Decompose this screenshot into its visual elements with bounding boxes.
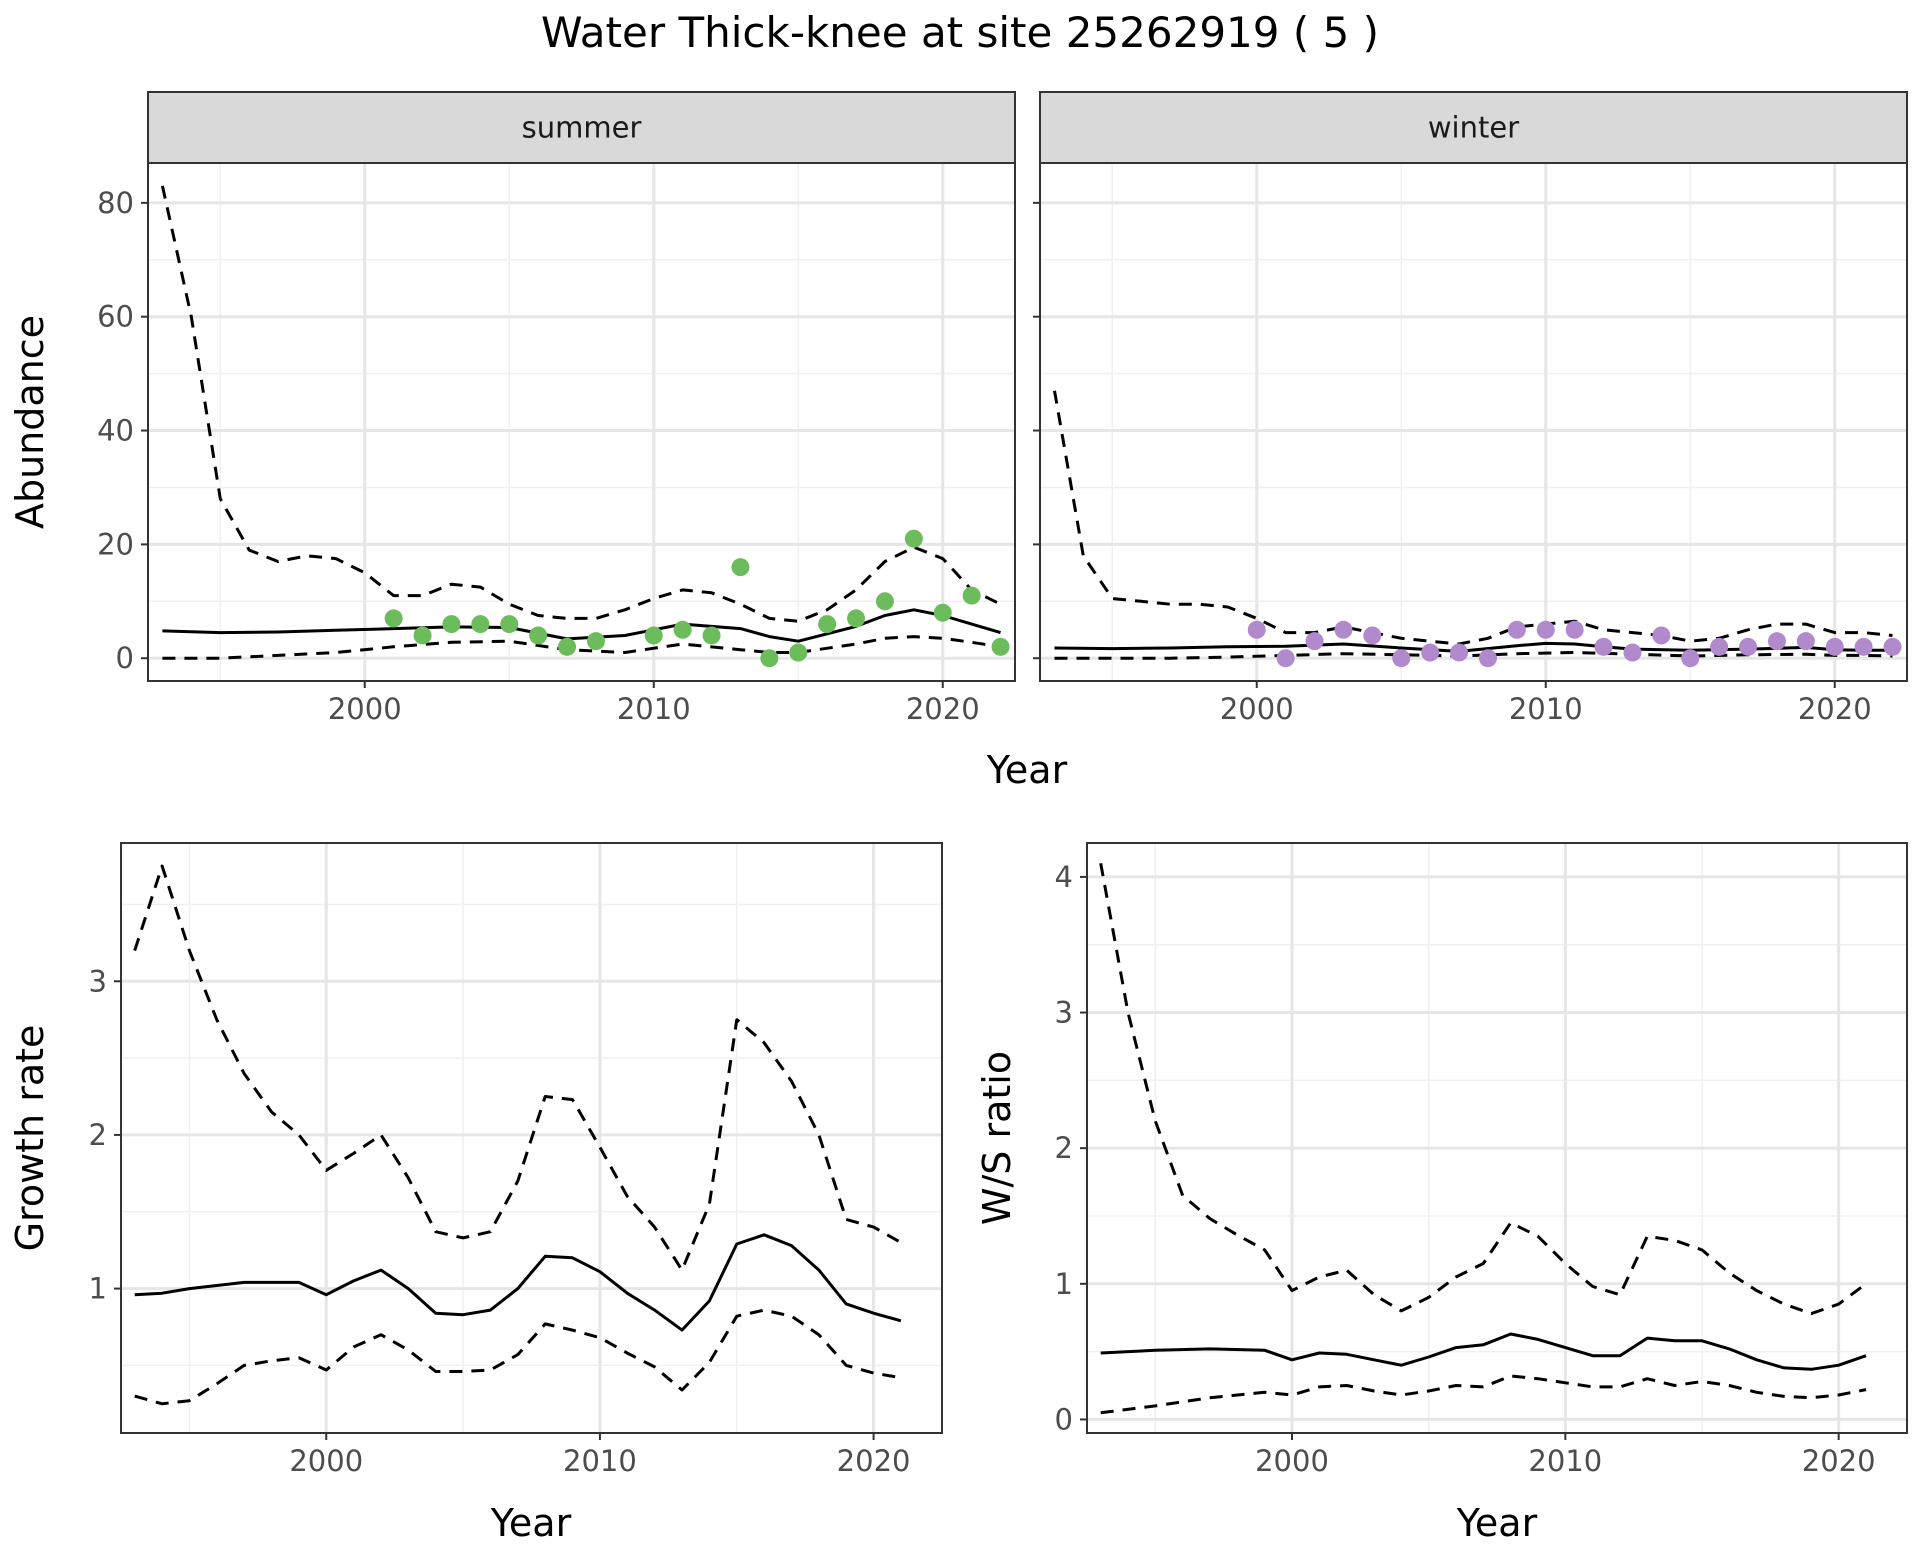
- y-tick-label: 3: [1055, 996, 1073, 1030]
- lower-bound-line: [134, 1308, 902, 1406]
- data-point: [933, 603, 952, 622]
- data-point: [789, 643, 808, 662]
- y-tick-label: 3: [89, 964, 107, 998]
- data-point: [1421, 643, 1440, 662]
- facet-strip: [1039, 91, 1908, 164]
- lower-bound-line: [1100, 1374, 1867, 1415]
- x-tick-label: 2010: [563, 1444, 637, 1478]
- data-point: [962, 586, 981, 605]
- x-axis-label: Year: [490, 1501, 572, 1545]
- x-tick-label: 2000: [1220, 692, 1294, 726]
- data-point: [1681, 649, 1700, 668]
- panel-background: [1040, 163, 1907, 681]
- data-point: [1392, 649, 1411, 668]
- y-axis-label: W/S ratio: [975, 1051, 1019, 1225]
- data-point: [702, 626, 721, 645]
- data-point: [818, 615, 837, 634]
- upper-bound-line: [1099, 863, 1867, 1316]
- x-tick-label: 2000: [1255, 1444, 1329, 1478]
- data-point: [1854, 637, 1873, 656]
- x-tick-label: 2000: [289, 1444, 363, 1478]
- upper-bound-line: [133, 864, 902, 1272]
- data-point: [673, 620, 692, 639]
- x-tick-label: 2020: [906, 692, 980, 726]
- data-point: [875, 592, 894, 611]
- figure-title: Water Thick-knee at site 25262919 ( 5 ): [541, 8, 1379, 57]
- lower-bound-line: [162, 635, 1001, 660]
- data-point: [1623, 643, 1642, 662]
- data-point: [1536, 620, 1555, 639]
- y-axis-label: Growth rate: [8, 1025, 52, 1252]
- panel-background: [1087, 843, 1907, 1433]
- data-point: [1334, 620, 1353, 639]
- data-point: [413, 626, 432, 645]
- data-point: [1652, 626, 1671, 645]
- y-tick-label: 60: [97, 300, 134, 334]
- estimate-line: [1100, 1332, 1867, 1371]
- data-point: [1739, 637, 1758, 656]
- x-tick-label: 2010: [1509, 692, 1583, 726]
- x-axis-label: Year: [1456, 1501, 1538, 1545]
- data-point: [904, 529, 923, 548]
- data-point: [847, 609, 866, 628]
- data-point: [500, 615, 519, 634]
- data-point: [1305, 632, 1324, 651]
- y-tick-label: 20: [97, 527, 134, 561]
- data-point: [991, 637, 1010, 656]
- x-tick-label: 2000: [328, 692, 402, 726]
- panel-border: [120, 842, 943, 1434]
- data-point: [1710, 637, 1729, 656]
- panel-background: [148, 163, 1015, 681]
- y-tick-label: 80: [97, 186, 134, 220]
- data-point: [1796, 632, 1815, 651]
- data-point: [1767, 632, 1786, 651]
- x-tick-label: 2010: [617, 692, 691, 726]
- facet-strip: [147, 91, 1016, 164]
- panel-winter: winter 2000 2010 2020: [1033, 91, 1908, 726]
- x-tick-label: 2010: [1528, 1444, 1602, 1478]
- panel-plot-4: 0 1 2 3 4 2000 2010 2020 W/S ratio Year: [975, 842, 1908, 1545]
- data-point: [1507, 620, 1526, 639]
- y-tick-label: 40: [97, 414, 134, 448]
- y-axis-label: Abundance: [8, 315, 52, 529]
- panel-border: [1086, 842, 1908, 1434]
- facet-label: summer: [522, 111, 642, 145]
- y-tick-label: 1: [89, 1272, 107, 1306]
- data-point: [1594, 637, 1613, 656]
- data-point: [644, 626, 663, 645]
- data-point: [1478, 649, 1497, 668]
- data-point: [1247, 620, 1266, 639]
- data-point: [1883, 637, 1902, 656]
- y-tick-label: 0: [1055, 1402, 1073, 1436]
- data-point: [529, 626, 548, 645]
- y-tick-label: 0: [116, 641, 134, 675]
- upper-bound-line: [160, 185, 1002, 623]
- lower-bound-line: [1054, 651, 1893, 660]
- data-point: [586, 632, 605, 651]
- panel-summer: summer 0 20 40 60 80 2000 2010 2020 Abundance: [8, 91, 1016, 726]
- y-tick-label: 1: [1055, 1267, 1073, 1301]
- data-point: [760, 649, 779, 668]
- data-point: [1363, 626, 1382, 645]
- data-point: [1825, 637, 1844, 656]
- x-tick-label: 2020: [1802, 1444, 1876, 1478]
- y-tick-label: 2: [89, 1118, 107, 1152]
- y-tick-label: 2: [1055, 1131, 1073, 1165]
- estimate-line: [134, 1233, 902, 1332]
- y-tick-label: 4: [1055, 860, 1073, 894]
- data-point: [442, 615, 461, 634]
- data-point: [1276, 649, 1295, 668]
- data-point: [1565, 620, 1584, 639]
- data-point: [731, 558, 750, 577]
- data-point: [558, 637, 577, 656]
- x-tick-label: 2020: [1798, 692, 1872, 726]
- panel-plot-3: 1 2 3 2000 2010 2020 Growth rate Year: [8, 842, 943, 1545]
- data-point: [384, 609, 403, 628]
- data-point: [1450, 643, 1469, 662]
- x-axis-label-top: Year: [986, 748, 1068, 792]
- data-point: [471, 615, 490, 634]
- facet-label: winter: [1428, 111, 1519, 145]
- x-tick-label: 2020: [837, 1444, 911, 1478]
